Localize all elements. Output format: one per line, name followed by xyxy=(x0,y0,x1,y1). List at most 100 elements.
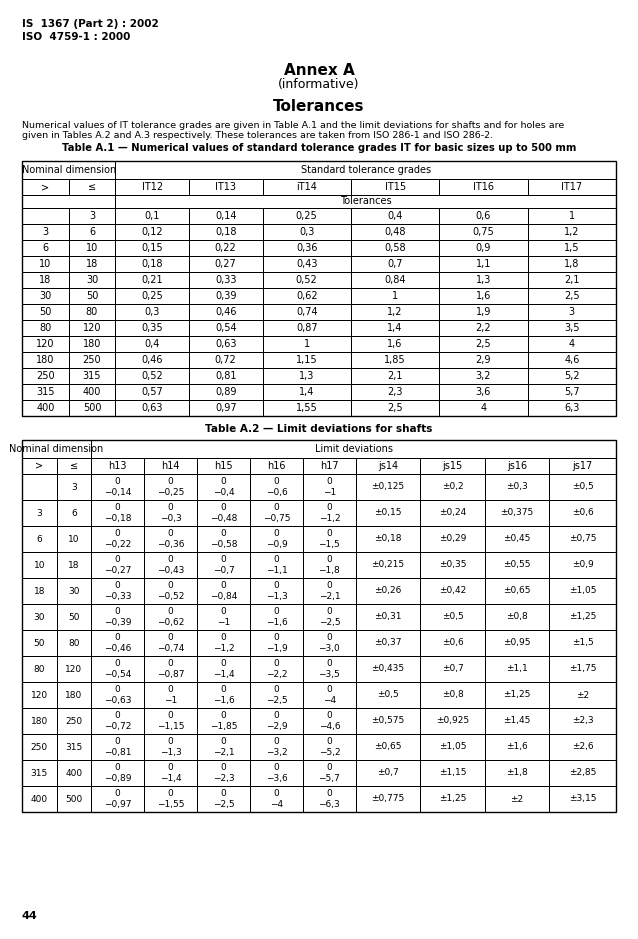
Bar xyxy=(420,786,485,812)
Bar xyxy=(351,400,440,416)
Text: 0
−0,54: 0 −0,54 xyxy=(104,659,131,679)
Text: 0
−3,6: 0 −3,6 xyxy=(265,763,287,783)
Text: 0,15: 0,15 xyxy=(141,243,163,253)
Bar xyxy=(263,240,351,256)
Text: 120: 120 xyxy=(83,323,101,333)
Bar xyxy=(22,208,69,224)
Text: IT12: IT12 xyxy=(142,182,163,192)
Text: 6,3: 6,3 xyxy=(564,403,579,413)
Bar xyxy=(440,384,528,400)
Text: ±0,65: ±0,65 xyxy=(375,743,402,751)
Bar xyxy=(440,400,528,416)
Bar xyxy=(57,458,91,474)
Bar xyxy=(144,682,197,708)
Bar xyxy=(356,708,420,734)
Bar xyxy=(440,288,528,304)
Bar xyxy=(91,500,144,526)
Bar xyxy=(420,708,485,734)
Text: ±0,8: ±0,8 xyxy=(506,612,528,622)
Text: 3,2: 3,2 xyxy=(476,371,491,381)
Bar xyxy=(189,384,263,400)
Text: ±0,5: ±0,5 xyxy=(572,483,593,491)
Text: ±3,15: ±3,15 xyxy=(569,794,597,804)
Bar xyxy=(91,682,144,708)
Bar xyxy=(115,208,189,224)
Bar xyxy=(440,272,528,288)
Bar xyxy=(69,256,115,272)
Text: 0,9: 0,9 xyxy=(476,243,491,253)
Text: 0
−0,81: 0 −0,81 xyxy=(104,737,131,757)
Text: 80: 80 xyxy=(39,323,52,333)
Text: 1,55: 1,55 xyxy=(296,403,318,413)
Text: 0
−1: 0 −1 xyxy=(217,608,230,627)
Bar xyxy=(22,288,69,304)
Text: ±0,55: ±0,55 xyxy=(503,561,531,569)
Bar xyxy=(303,474,356,500)
Text: IT15: IT15 xyxy=(385,182,406,192)
Text: Standard tolerance grades: Standard tolerance grades xyxy=(300,165,431,175)
Bar xyxy=(303,604,356,630)
Text: ±2: ±2 xyxy=(576,690,589,700)
Text: ±2: ±2 xyxy=(510,794,524,804)
Text: 0
−5,2: 0 −5,2 xyxy=(318,737,340,757)
Bar xyxy=(91,526,144,552)
Bar xyxy=(22,272,69,288)
Text: ±0,24: ±0,24 xyxy=(439,509,466,517)
Bar xyxy=(57,760,91,786)
Bar xyxy=(144,604,197,630)
Bar xyxy=(356,734,420,760)
Text: ±1,8: ±1,8 xyxy=(506,768,528,777)
Text: 0
−4: 0 −4 xyxy=(323,685,336,705)
Text: ±2,6: ±2,6 xyxy=(572,743,593,751)
Bar xyxy=(22,240,69,256)
Bar xyxy=(22,224,69,240)
Bar xyxy=(144,578,197,604)
Bar xyxy=(303,500,356,526)
Text: 1,3: 1,3 xyxy=(299,371,315,381)
Text: 0
−2,3: 0 −2,3 xyxy=(212,763,234,783)
Text: ±0,125: ±0,125 xyxy=(371,483,404,491)
Bar xyxy=(250,474,303,500)
Bar xyxy=(351,224,440,240)
Text: 2,3: 2,3 xyxy=(387,387,403,397)
Text: 1,4: 1,4 xyxy=(387,323,403,333)
Text: 50: 50 xyxy=(34,639,45,648)
Bar xyxy=(144,760,197,786)
Text: 30: 30 xyxy=(39,291,52,301)
Text: 18: 18 xyxy=(34,587,45,595)
Bar xyxy=(250,786,303,812)
Bar xyxy=(91,656,144,682)
Text: 18: 18 xyxy=(86,259,98,269)
Text: ±0,8: ±0,8 xyxy=(441,690,463,700)
Bar xyxy=(420,458,485,474)
Bar xyxy=(303,552,356,578)
Bar xyxy=(263,272,351,288)
Bar xyxy=(22,384,69,400)
Text: 315: 315 xyxy=(65,743,82,751)
Bar xyxy=(250,630,303,656)
Text: 250: 250 xyxy=(65,716,82,726)
Text: 1,4: 1,4 xyxy=(299,387,315,397)
Text: 1,2: 1,2 xyxy=(564,227,579,237)
Bar xyxy=(356,604,420,630)
Text: Table A.2 — Limit deviations for shafts: Table A.2 — Limit deviations for shafts xyxy=(205,424,433,434)
Text: h14: h14 xyxy=(161,461,180,471)
Bar xyxy=(91,578,144,604)
Bar xyxy=(485,604,549,630)
Bar xyxy=(303,656,356,682)
Text: 0
−4: 0 −4 xyxy=(270,789,283,808)
Bar xyxy=(549,526,616,552)
Bar xyxy=(356,474,420,500)
Bar xyxy=(189,336,263,352)
Bar xyxy=(144,526,197,552)
Text: js16: js16 xyxy=(507,461,527,471)
Bar xyxy=(263,304,351,320)
Text: 0
−2,1: 0 −2,1 xyxy=(212,737,234,757)
Text: 0,21: 0,21 xyxy=(141,275,163,285)
Bar xyxy=(69,368,115,384)
Text: js15: js15 xyxy=(442,461,463,471)
Text: Tolerances: Tolerances xyxy=(273,99,365,114)
Bar xyxy=(22,604,57,630)
Bar xyxy=(549,656,616,682)
Bar xyxy=(22,368,69,384)
